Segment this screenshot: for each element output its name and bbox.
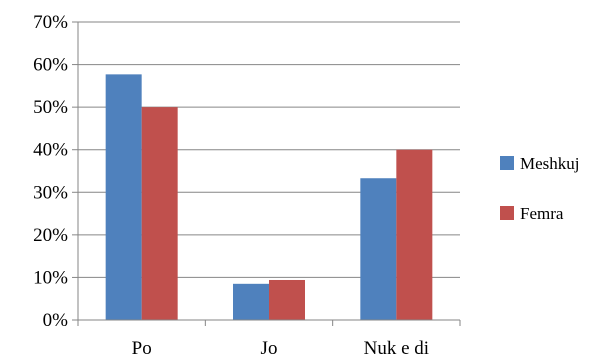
- axes: [77, 22, 461, 326]
- bar-meshkuj-nuk-e-di: [360, 178, 397, 320]
- x-tick-label: Jo: [261, 338, 278, 359]
- y-tick-label: 60%: [33, 55, 68, 76]
- y-tick-label: 50%: [33, 97, 68, 118]
- x-axis-tick-labels: Po Jo Nuk e di: [132, 338, 429, 359]
- bar-femra-jo: [269, 279, 305, 320]
- y-tick-label: 30%: [33, 182, 68, 203]
- y-tick-label: 10%: [33, 267, 68, 288]
- y-tick-label: 0%: [43, 310, 69, 331]
- bar-femra-po: [141, 107, 178, 321]
- bar-femra-nuk-e-di: [396, 149, 433, 320]
- bar-meshkuj-jo: [233, 283, 269, 320]
- legend-label-femra: Femra: [520, 204, 564, 223]
- bars: [105, 74, 433, 321]
- x-tick-label: Po: [132, 338, 152, 359]
- bar-meshkuj-po: [105, 74, 142, 320]
- y-axis-tick-labels: 0% 10% 20% 30% 40% 50% 60% 70%: [33, 12, 78, 331]
- x-tick-label: Nuk e di: [364, 338, 429, 359]
- legend-label-meshkuj: Meshkuj: [520, 154, 580, 173]
- y-tick-label: 20%: [33, 225, 68, 246]
- legend-swatch-femra: [500, 206, 514, 220]
- legend-swatch-meshkuj: [500, 156, 514, 170]
- y-tick-label: 70%: [33, 12, 68, 33]
- legend: Meshkuj Femra: [500, 154, 580, 223]
- y-tick-label: 40%: [33, 140, 68, 161]
